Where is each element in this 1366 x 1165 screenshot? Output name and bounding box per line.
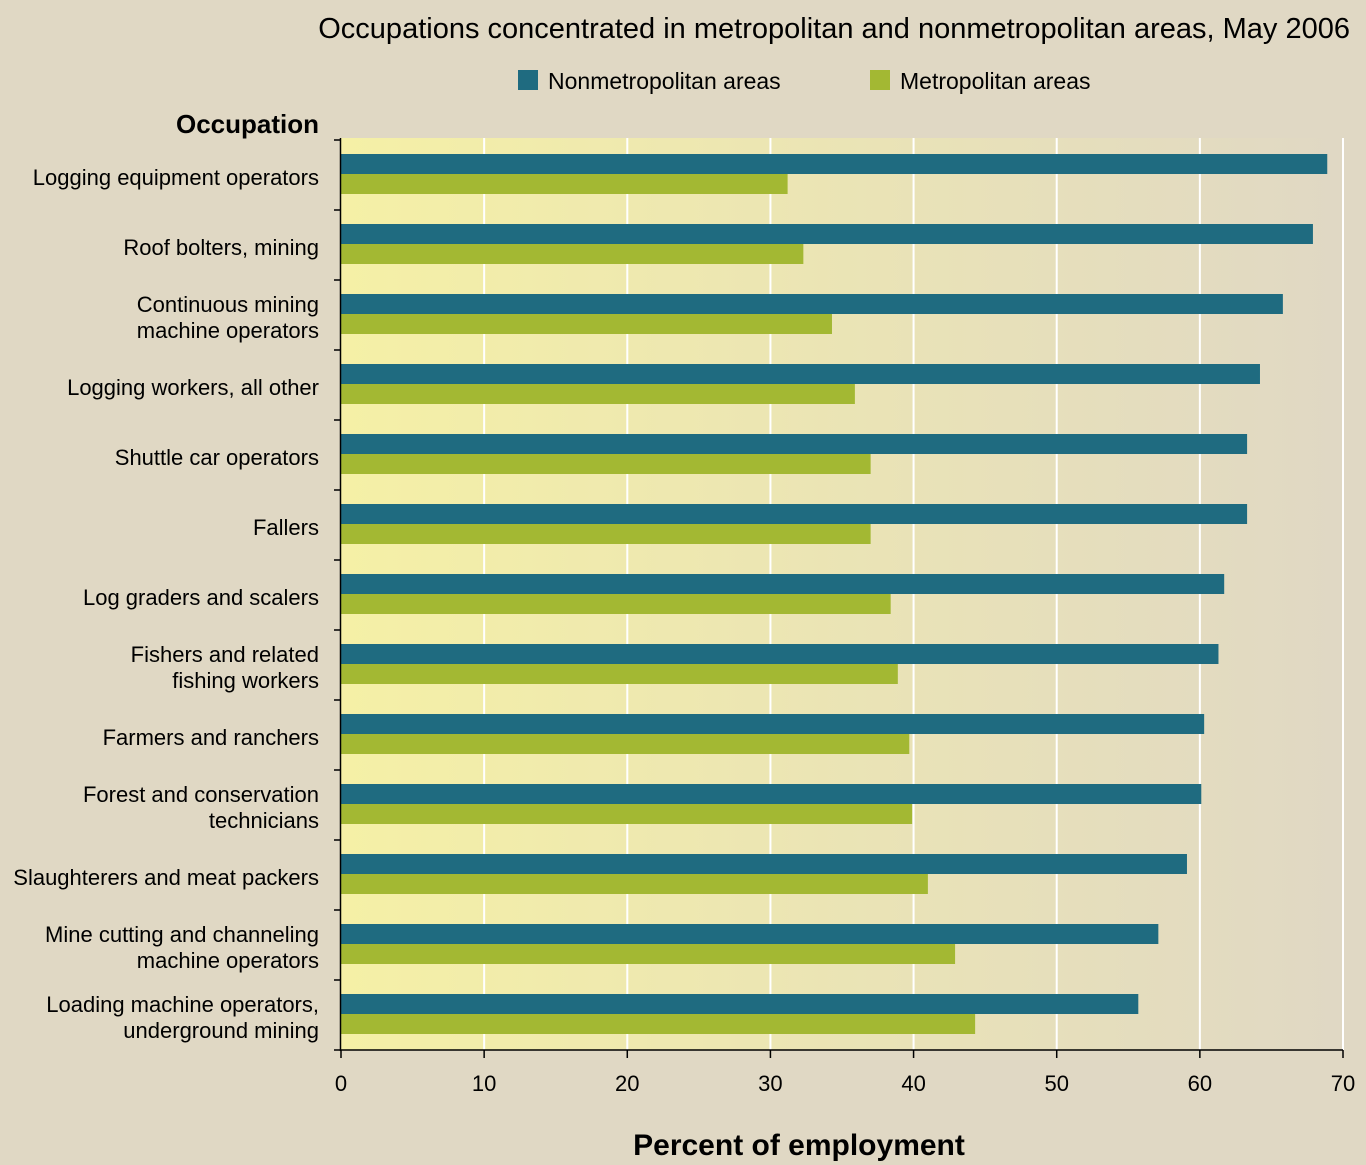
category-label-line: Slaughterers and meat packers bbox=[13, 865, 319, 890]
chart-title: Occupations concentrated in metropolitan… bbox=[318, 13, 1350, 45]
category-label-4: Shuttle car operators bbox=[115, 445, 319, 470]
legend: Nonmetropolitan areas Metropolitan areas bbox=[518, 68, 1091, 94]
category-label-line: Continuous mining bbox=[137, 292, 319, 317]
category-label-line: Farmers and ranchers bbox=[103, 725, 319, 750]
category-labels: Logging equipment operators Roof bolters,… bbox=[13, 165, 319, 1043]
bar-metro-1 bbox=[341, 244, 804, 264]
category-label-line: Fishers and related bbox=[131, 642, 319, 667]
category-label-line: Logging equipment operators bbox=[33, 165, 319, 190]
bars bbox=[341, 154, 1328, 1034]
bar-metro-0 bbox=[341, 174, 788, 194]
x-tick-label-0: 0 bbox=[335, 1071, 347, 1096]
bar-nonmetro-10 bbox=[341, 854, 1187, 874]
bar-nonmetro-0 bbox=[341, 154, 1328, 174]
bar-nonmetro-12 bbox=[341, 994, 1139, 1014]
bar-nonmetro-1 bbox=[341, 224, 1313, 244]
category-label-11: Mine cutting and channeling machine opera… bbox=[45, 922, 319, 973]
bar-metro-2 bbox=[341, 314, 832, 334]
category-label-7: Fishers and related fishing workers bbox=[131, 642, 319, 693]
legend-item-nonmetro: Nonmetropolitan areas bbox=[518, 68, 781, 94]
category-label-line: Mine cutting and channeling bbox=[45, 922, 319, 947]
category-label-12: Loading machine operators, underground mi… bbox=[46, 992, 319, 1043]
bar-nonmetro-8 bbox=[341, 714, 1205, 734]
bar-metro-12 bbox=[341, 1014, 976, 1034]
x-axis-title: Percent of employment bbox=[633, 1129, 965, 1162]
bar-metro-6 bbox=[341, 594, 891, 614]
bar-nonmetro-7 bbox=[341, 644, 1219, 664]
category-label-2: Continuous mining machine operators bbox=[137, 292, 319, 343]
bar-metro-3 bbox=[341, 384, 855, 404]
category-label-3: Logging workers, all other bbox=[67, 375, 319, 400]
bar-metro-8 bbox=[341, 734, 910, 754]
category-label-line: underground mining bbox=[123, 1018, 319, 1043]
bar-nonmetro-5 bbox=[341, 504, 1248, 524]
legend-item-metro: Metropolitan areas bbox=[870, 68, 1091, 94]
category-label-line: machine operators bbox=[137, 948, 319, 973]
bar-metro-5 bbox=[341, 524, 871, 544]
category-label-line: fishing workers bbox=[172, 668, 319, 693]
legend-swatch-metro bbox=[870, 70, 890, 90]
bar-nonmetro-2 bbox=[341, 294, 1283, 314]
category-label-6: Log graders and scalers bbox=[83, 585, 319, 610]
category-label-line: Logging workers, all other bbox=[67, 375, 319, 400]
x-tick-label-70: 70 bbox=[1331, 1071, 1355, 1096]
category-axis-title: Occupation bbox=[176, 109, 319, 139]
x-tick-labels: 0 10 20 30 40 50 60 70 bbox=[335, 1071, 1355, 1096]
bar-nonmetro-3 bbox=[341, 364, 1260, 384]
legend-label-nonmetro: Nonmetropolitan areas bbox=[548, 68, 781, 94]
category-label-line: Roof bolters, mining bbox=[123, 235, 319, 260]
bar-nonmetro-4 bbox=[341, 434, 1248, 454]
bar-metro-11 bbox=[341, 944, 956, 964]
category-label-9: Forest and conservation technicians bbox=[83, 782, 319, 833]
axes bbox=[334, 138, 1344, 1058]
category-label-line: Loading machine operators, bbox=[46, 992, 319, 1017]
legend-label-metro: Metropolitan areas bbox=[900, 68, 1091, 94]
x-tick-label-30: 30 bbox=[758, 1071, 782, 1096]
category-label-line: Forest and conservation bbox=[83, 782, 319, 807]
bar-metro-7 bbox=[341, 664, 898, 684]
category-label-1: Roof bolters, mining bbox=[123, 235, 319, 260]
category-label-8: Farmers and ranchers bbox=[103, 725, 319, 750]
x-tick-label-40: 40 bbox=[901, 1071, 925, 1096]
bar-metro-9 bbox=[341, 804, 913, 824]
category-label-5: Fallers bbox=[253, 515, 319, 540]
category-label-line: machine operators bbox=[137, 318, 319, 343]
legend-swatch-nonmetro bbox=[518, 70, 538, 90]
category-label-line: technicians bbox=[209, 808, 319, 833]
x-tick-label-10: 10 bbox=[472, 1071, 496, 1096]
category-label-line: Fallers bbox=[253, 515, 319, 540]
category-label-line: Log graders and scalers bbox=[83, 585, 319, 610]
bar-metro-4 bbox=[341, 454, 871, 474]
category-label-10: Slaughterers and meat packers bbox=[13, 865, 319, 890]
x-tick-label-50: 50 bbox=[1044, 1071, 1068, 1096]
x-tick-label-20: 20 bbox=[615, 1071, 639, 1096]
category-label-line: Shuttle car operators bbox=[115, 445, 319, 470]
x-tick-label-60: 60 bbox=[1188, 1071, 1212, 1096]
bar-nonmetro-9 bbox=[341, 784, 1202, 804]
category-label-0: Logging equipment operators bbox=[33, 165, 319, 190]
bar-nonmetro-6 bbox=[341, 574, 1225, 594]
bar-metro-10 bbox=[341, 874, 928, 894]
bar-nonmetro-11 bbox=[341, 924, 1159, 944]
